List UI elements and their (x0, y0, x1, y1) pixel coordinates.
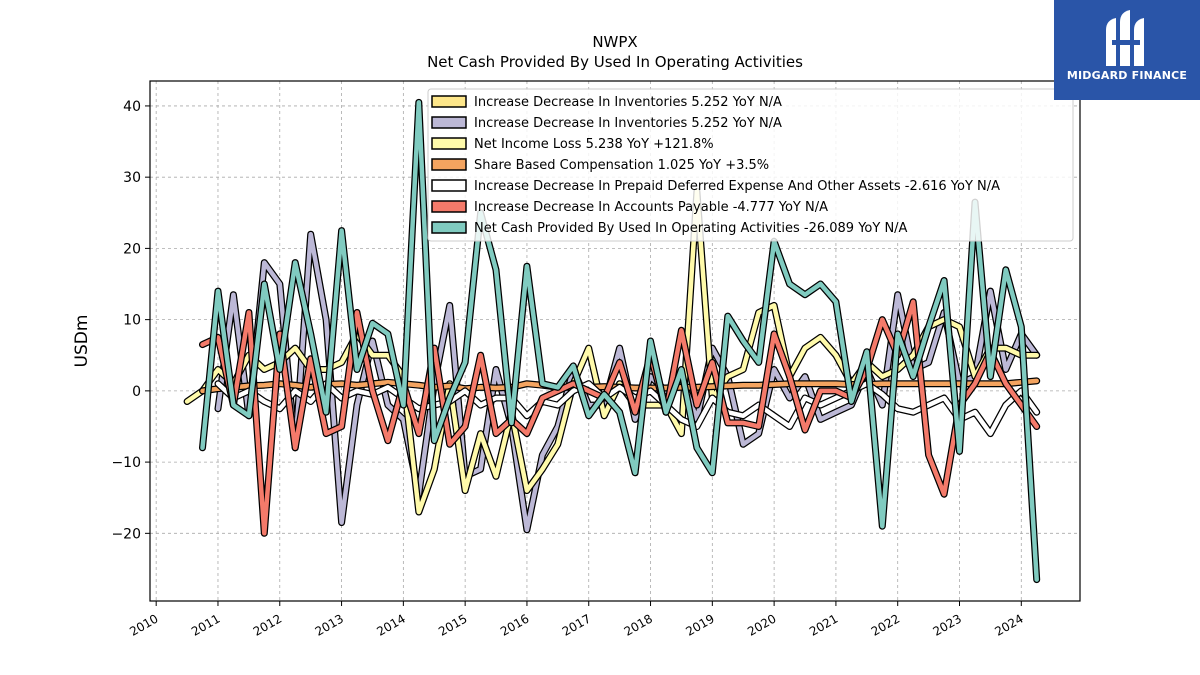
x-tick-label: 2017 (560, 611, 593, 638)
x-tick-label: 2010 (127, 611, 160, 638)
x-tick-label: 2018 (622, 611, 655, 638)
brand-logo: MIDGARD FINANCE (1054, 0, 1200, 100)
series-line (200, 100, 1039, 582)
legend-box (427, 88, 1074, 242)
series-layer (183, 98, 1041, 584)
x-tick-label: 2022 (869, 611, 902, 638)
y-tick-label: −20 (111, 526, 141, 542)
legend-entry: Net Cash Provided By Used In Operating A… (474, 221, 908, 236)
legend-swatch (431, 158, 467, 171)
legend-entry: Increase Decrease In Inventories 5.252 Y… (474, 116, 782, 131)
y-tick-label: 0 (132, 384, 141, 400)
y-tick-label: 10 (123, 313, 141, 329)
legend-entry: Share Based Compensation 1.025 YoY +3.5% (474, 158, 769, 173)
legend-swatch (431, 221, 467, 234)
x-tick-label: 2019 (683, 611, 716, 638)
plot-frame (149, 80, 1081, 602)
x-tick-label: 2012 (251, 611, 284, 638)
midgard-logo-icon (1106, 10, 1144, 66)
legend-entry: Net Income Loss 5.238 YoY +121.8% (474, 137, 714, 152)
series-6 (199, 98, 1041, 584)
y-tick-label: 30 (123, 170, 141, 186)
x-tick-label: 2016 (498, 611, 531, 638)
brand-name: MIDGARD FINANCE (1066, 69, 1188, 82)
chart-subtitle: Net Cash Provided By Used In Operating A… (427, 53, 803, 71)
y-tick-label: 20 (123, 241, 141, 257)
x-tick-label: 2015 (436, 611, 469, 638)
y-tick-label: −10 (111, 455, 141, 471)
y-tick-label: 40 (123, 99, 141, 115)
y-axis: −20 −10 0 10 20 30 40 (111, 99, 150, 542)
x-tick-label: 2014 (374, 611, 407, 638)
x-tick-label: 2023 (931, 611, 964, 638)
legend-swatch (431, 137, 467, 150)
y-axis-label: USDm (72, 315, 92, 368)
legend-swatch (431, 95, 467, 108)
legend: Increase Decrease In Inventories 5.252 Y… (427, 88, 1074, 242)
legend-swatch (431, 179, 467, 192)
legend-swatch (431, 200, 467, 213)
legend-entry: Increase Decrease In Inventories 5.252 Y… (474, 95, 782, 110)
legend-entry: Increase Decrease In Accounts Payable -4… (474, 200, 828, 215)
x-tick-label: 2021 (807, 611, 840, 638)
legend-entry: Increase Decrease In Prepaid Deferred Ex… (474, 179, 1000, 194)
legend-swatch (431, 116, 467, 129)
x-tick-label: 2024 (992, 611, 1025, 638)
x-tick-label: 2020 (745, 611, 778, 638)
chart-title: NWPX (592, 33, 637, 51)
x-tick-label: 2011 (189, 611, 222, 638)
x-axis: 2010 2011 2012 2013 2014 2015 2016 2017 2018 2019… (127, 601, 1026, 639)
x-tick-label: 2013 (313, 611, 346, 638)
